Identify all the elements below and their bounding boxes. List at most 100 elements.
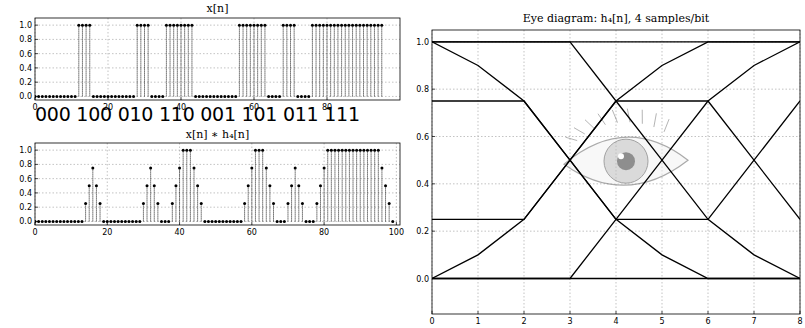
stem-marker <box>158 95 161 98</box>
stem-line <box>342 150 343 221</box>
y-tick-label: 0.6 <box>19 175 32 184</box>
stem-marker <box>176 24 179 27</box>
stem-marker <box>77 220 80 223</box>
stem <box>263 24 266 97</box>
tick-mark <box>179 222 180 225</box>
stem <box>70 95 73 98</box>
stem-marker <box>209 95 212 98</box>
stem-marker <box>359 149 362 152</box>
stem-marker <box>234 95 237 98</box>
stem-line <box>181 25 182 96</box>
tick-mark <box>432 311 433 314</box>
grid-line <box>35 178 400 179</box>
stem-marker <box>214 220 217 223</box>
stem-marker <box>274 95 277 98</box>
stem-marker <box>185 149 188 152</box>
stem <box>333 149 336 222</box>
stem-marker <box>154 95 157 98</box>
stem <box>172 24 175 97</box>
y-tick-label: 0.4 <box>19 189 32 198</box>
stem-marker <box>125 95 128 98</box>
stem-marker <box>242 24 245 27</box>
stem-line <box>188 25 189 96</box>
stem <box>142 202 145 221</box>
stem <box>189 149 192 222</box>
stem <box>85 24 88 97</box>
tick-mark <box>35 82 38 83</box>
stem-marker <box>96 95 99 98</box>
stem-line <box>266 168 267 221</box>
stem-marker <box>380 166 383 169</box>
stem-line <box>327 150 328 221</box>
stem <box>358 24 361 97</box>
stem <box>289 24 292 97</box>
stem-marker <box>194 95 197 98</box>
grid-line <box>324 143 325 225</box>
tick-mark <box>35 207 38 208</box>
stem <box>380 24 383 97</box>
stem <box>304 95 307 98</box>
stem-marker <box>250 166 253 169</box>
grid-line <box>708 30 709 314</box>
grid-line <box>570 30 571 314</box>
stem-marker <box>300 95 303 98</box>
stem-marker <box>330 149 333 152</box>
stem <box>326 24 329 97</box>
stem-marker <box>348 149 351 152</box>
plot-frame <box>35 18 400 100</box>
stem-marker <box>229 220 232 223</box>
stem-marker <box>289 24 292 27</box>
stem-line <box>302 204 303 222</box>
stem <box>239 220 242 223</box>
stem-line <box>251 168 252 221</box>
stem-marker <box>286 202 289 205</box>
stem <box>207 220 210 223</box>
stem <box>238 24 241 97</box>
stem-marker <box>369 24 372 27</box>
stem-line <box>137 25 138 96</box>
stem <box>261 149 264 222</box>
stem-line <box>172 204 173 222</box>
stem-line <box>381 25 382 96</box>
stem-marker <box>380 24 383 27</box>
tick-mark <box>432 41 435 42</box>
eye-lash <box>654 113 657 127</box>
eye-lash <box>642 110 643 124</box>
x-tick-label: 0 <box>429 317 434 326</box>
stem-marker <box>249 24 252 27</box>
tick-mark <box>327 97 328 100</box>
stem <box>146 184 149 221</box>
stem <box>103 95 106 98</box>
stem-marker <box>44 95 47 98</box>
tick-mark <box>524 311 525 314</box>
stem <box>194 95 197 98</box>
stem <box>73 220 76 223</box>
stem <box>254 149 257 222</box>
stem <box>132 95 135 98</box>
stem-marker <box>351 24 354 27</box>
y-tick-label: 0.2 <box>19 78 32 87</box>
stem-marker <box>315 24 318 27</box>
stem <box>180 24 183 97</box>
stem-marker <box>322 24 325 27</box>
stem-line <box>147 186 148 222</box>
tick-mark <box>35 53 38 54</box>
stem <box>323 166 326 221</box>
stem <box>348 149 351 222</box>
stem <box>247 184 250 221</box>
stem-line <box>334 150 335 221</box>
stem-marker <box>136 24 139 27</box>
y-tick-label: 0.8 <box>19 35 32 44</box>
stem-marker <box>341 149 344 152</box>
stem-marker <box>183 24 186 27</box>
x-tick-label: 60 <box>247 228 257 237</box>
stem <box>128 95 131 98</box>
stem <box>276 220 279 223</box>
stem-marker <box>326 24 329 27</box>
tick-mark <box>662 311 663 314</box>
stem <box>48 220 51 223</box>
stem <box>351 24 354 97</box>
stem-marker <box>160 220 163 223</box>
stem <box>196 184 199 221</box>
stem-line <box>378 150 379 221</box>
